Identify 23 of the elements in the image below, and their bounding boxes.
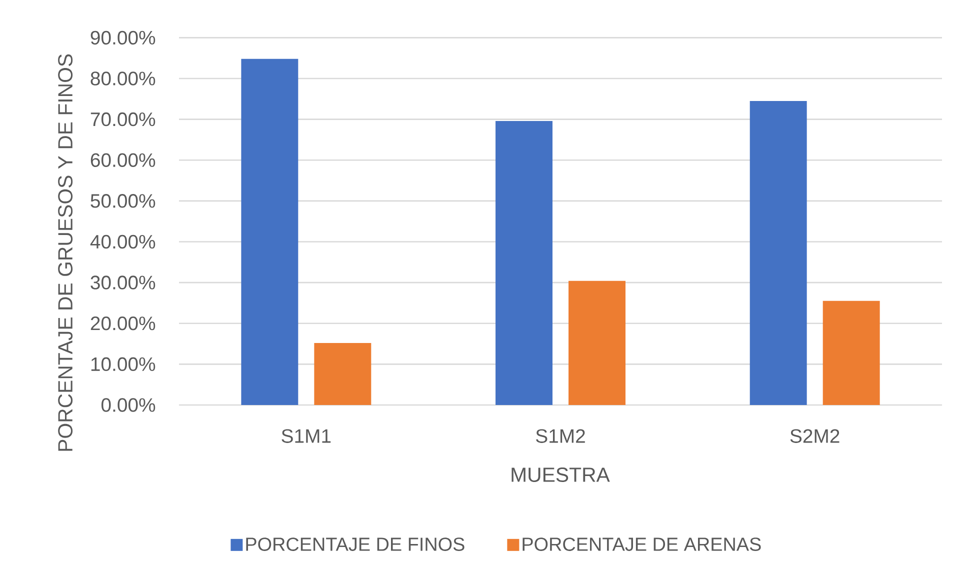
bar — [241, 58, 298, 405]
y-tick-label: 20.00% — [90, 316, 156, 330]
y-tick-label: 80.00% — [90, 72, 156, 86]
bar — [822, 300, 880, 405]
y-axis-title: PORCENTAJE DE GRUESOS Y DE FINOS — [58, 54, 73, 451]
y-tick-label: 30.00% — [90, 276, 156, 290]
bar — [568, 280, 626, 405]
y-tick-label: 50.00% — [90, 194, 156, 208]
legend-label: PORCENTAJE DE ARENAS — [522, 538, 761, 551]
bar — [496, 120, 552, 405]
x-tick-label: S2M2 — [790, 429, 840, 443]
legend-label: PORCENTAJE DE FINOS — [246, 538, 464, 551]
y-tick-label: 40.00% — [90, 234, 156, 249]
y-tick-label: 0.00% — [101, 398, 156, 412]
bar — [314, 342, 372, 405]
y-tick-label: 70.00% — [90, 112, 156, 126]
x-axis-title: MUESTRA — [512, 468, 610, 482]
x-tick-label: S1M2 — [536, 429, 585, 443]
y-tick-label: 90.00% — [90, 30, 156, 45]
x-tick-label: S1M1 — [282, 429, 331, 443]
y-tick-label: 60.00% — [90, 153, 156, 167]
y-tick-label: 10.00% — [91, 357, 156, 372]
bar — [750, 100, 807, 405]
